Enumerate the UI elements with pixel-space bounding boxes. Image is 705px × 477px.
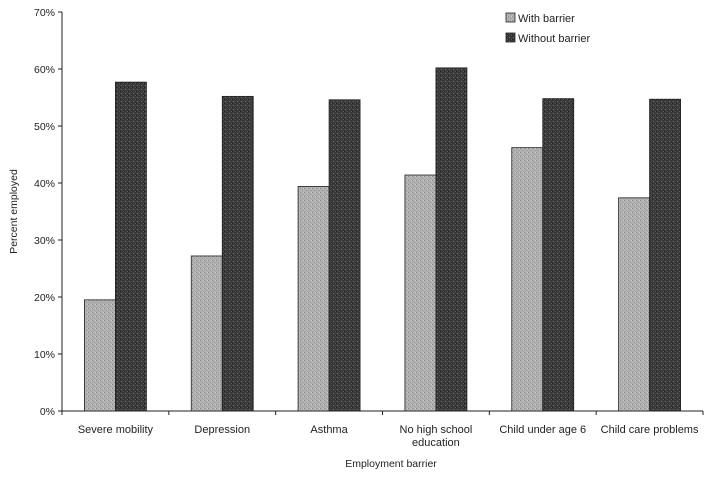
y-tick-label: 40% bbox=[34, 178, 55, 190]
bar-without-barrier bbox=[649, 98, 681, 412]
x-tick-label: education bbox=[412, 437, 460, 449]
x-tick-label: Child under age 6 bbox=[499, 424, 586, 436]
bar-without-barrier bbox=[115, 81, 147, 412]
bar-without-barrier bbox=[435, 67, 468, 412]
y-axis-title: Percent employed bbox=[8, 169, 20, 254]
bar-with-barrier bbox=[84, 299, 116, 412]
y-tick-label: 60% bbox=[34, 64, 55, 76]
y-tick-label: 70% bbox=[34, 7, 55, 19]
bar-without-barrier bbox=[328, 99, 361, 412]
bar-with-barrier bbox=[297, 186, 330, 412]
bar-without-barrier bbox=[221, 95, 254, 412]
axes bbox=[58, 11, 704, 415]
legend: With barrier Without barrier bbox=[505, 12, 590, 45]
x-axis-title: Employment barrier bbox=[345, 458, 437, 470]
bar-with-barrier bbox=[404, 174, 437, 412]
x-tick-label: Severe mobility bbox=[78, 424, 154, 436]
bars bbox=[84, 67, 681, 412]
labels: 0% 10% 20% 30% 40% 50% 60% 70% Severe mobility De… bbox=[8, 7, 699, 470]
legend-label: Without barrier bbox=[518, 33, 590, 45]
y-tick-label: 30% bbox=[34, 235, 55, 247]
legend-swatch bbox=[505, 32, 516, 43]
legend-label: With barrier bbox=[518, 13, 575, 25]
x-tick-label: No high school bbox=[400, 424, 473, 436]
bar-without-barrier bbox=[542, 98, 575, 412]
bar-with-barrier bbox=[511, 147, 544, 412]
y-tick-label: 50% bbox=[34, 121, 55, 133]
y-tick-label: 10% bbox=[34, 349, 55, 361]
x-tick-label: Child care problems bbox=[601, 424, 699, 436]
bar-with-barrier bbox=[190, 255, 223, 412]
legend-swatch bbox=[505, 12, 516, 23]
x-tick-label: Depression bbox=[194, 424, 250, 436]
x-tick-label: Asthma bbox=[310, 424, 348, 436]
y-tick-label: 20% bbox=[34, 292, 55, 304]
y-tick-label: 0% bbox=[40, 406, 55, 418]
bar-with-barrier bbox=[618, 197, 650, 412]
